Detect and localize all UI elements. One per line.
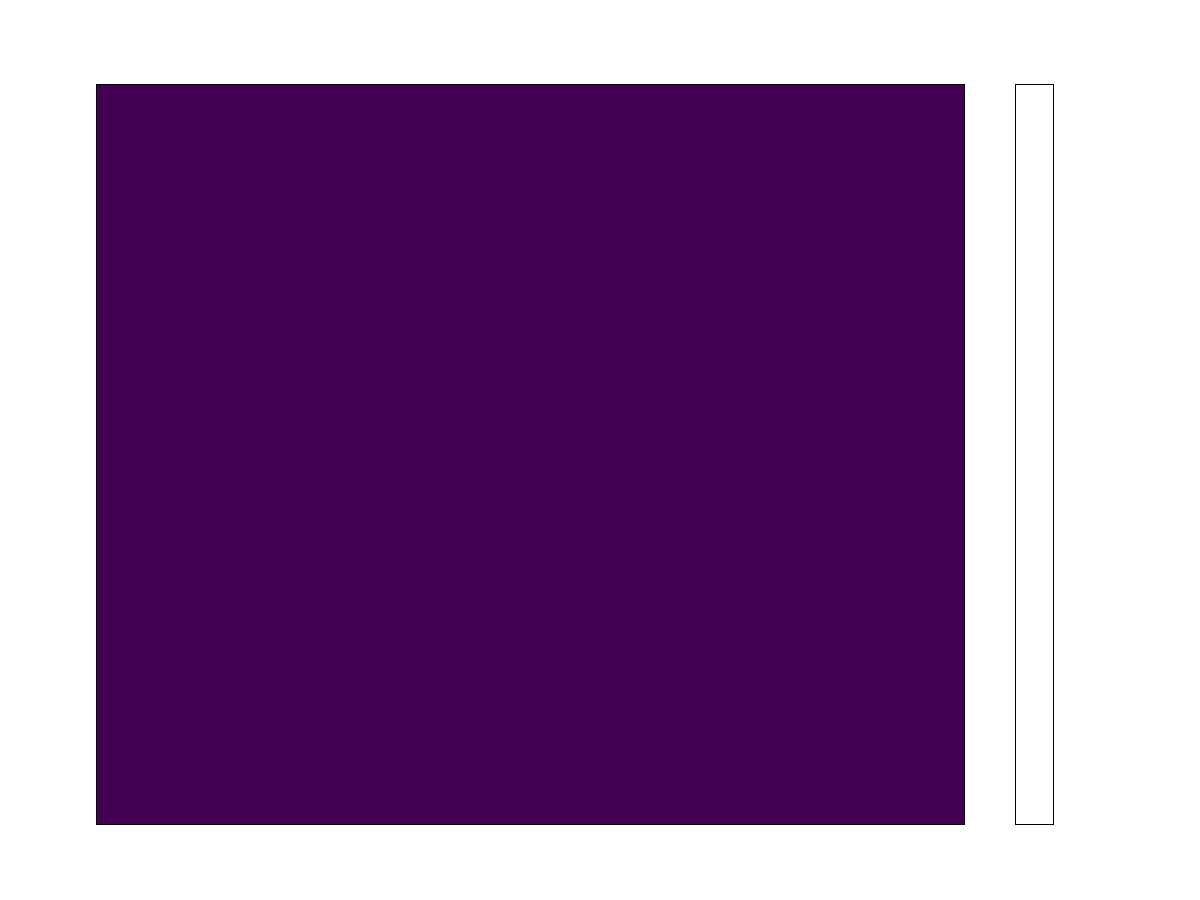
heatmap-canvas — [97, 85, 964, 824]
colorbar — [1015, 84, 1054, 825]
plot-area — [96, 84, 965, 825]
colorbar-canvas — [1016, 85, 1053, 824]
